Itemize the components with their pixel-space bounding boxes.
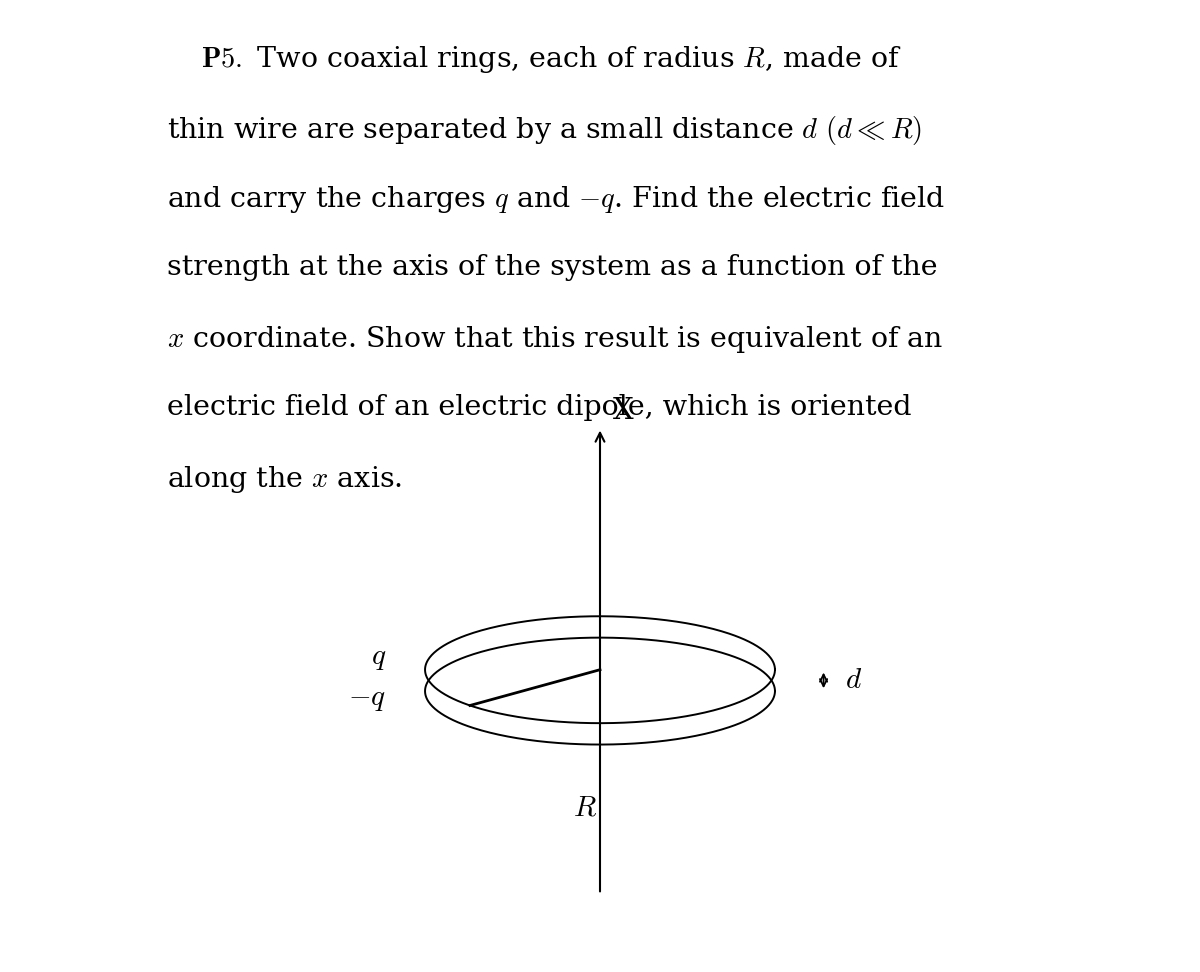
Text: $x$ coordinate. Show that this result is equivalent of an: $x$ coordinate. Show that this result is… (168, 324, 944, 355)
Text: electric field of an electric dipole, which is oriented: electric field of an electric dipole, wh… (168, 394, 912, 421)
Text: $R$: $R$ (574, 793, 598, 821)
Text: $d$: $d$ (845, 667, 862, 694)
Text: strength at the axis of the system as a function of the: strength at the axis of the system as a … (168, 254, 938, 281)
Text: X: X (613, 397, 634, 425)
Text: and carry the charges $q$ and $-q$. Find the electric field: and carry the charges $q$ and $-q$. Find… (168, 184, 946, 215)
Text: $-q$: $-q$ (348, 685, 386, 712)
Text: along the $x$ axis.: along the $x$ axis. (168, 464, 403, 495)
Text: $\mathbf{P5.}$ Two coaxial rings, each of radius $R$, made of: $\mathbf{P5.}$ Two coaxial rings, each o… (202, 44, 902, 75)
Text: $q$: $q$ (371, 644, 386, 672)
Text: thin wire are separated by a small distance $d$ $(d \ll R)$: thin wire are separated by a small dista… (168, 114, 923, 147)
